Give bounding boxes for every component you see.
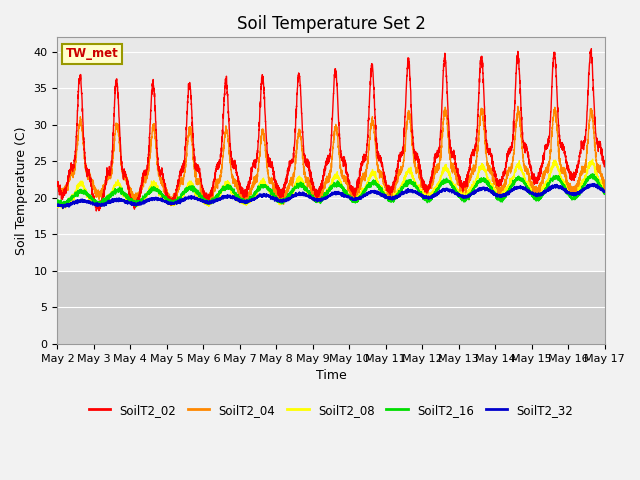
X-axis label: Time: Time — [316, 369, 346, 382]
Bar — [58, 271, 605, 344]
Title: Soil Temperature Set 2: Soil Temperature Set 2 — [237, 15, 426, 33]
Text: TW_met: TW_met — [66, 47, 118, 60]
Y-axis label: Soil Temperature (C): Soil Temperature (C) — [15, 126, 28, 255]
Legend: SoilT2_02, SoilT2_04, SoilT2_08, SoilT2_16, SoilT2_32: SoilT2_02, SoilT2_04, SoilT2_08, SoilT2_… — [84, 399, 578, 421]
